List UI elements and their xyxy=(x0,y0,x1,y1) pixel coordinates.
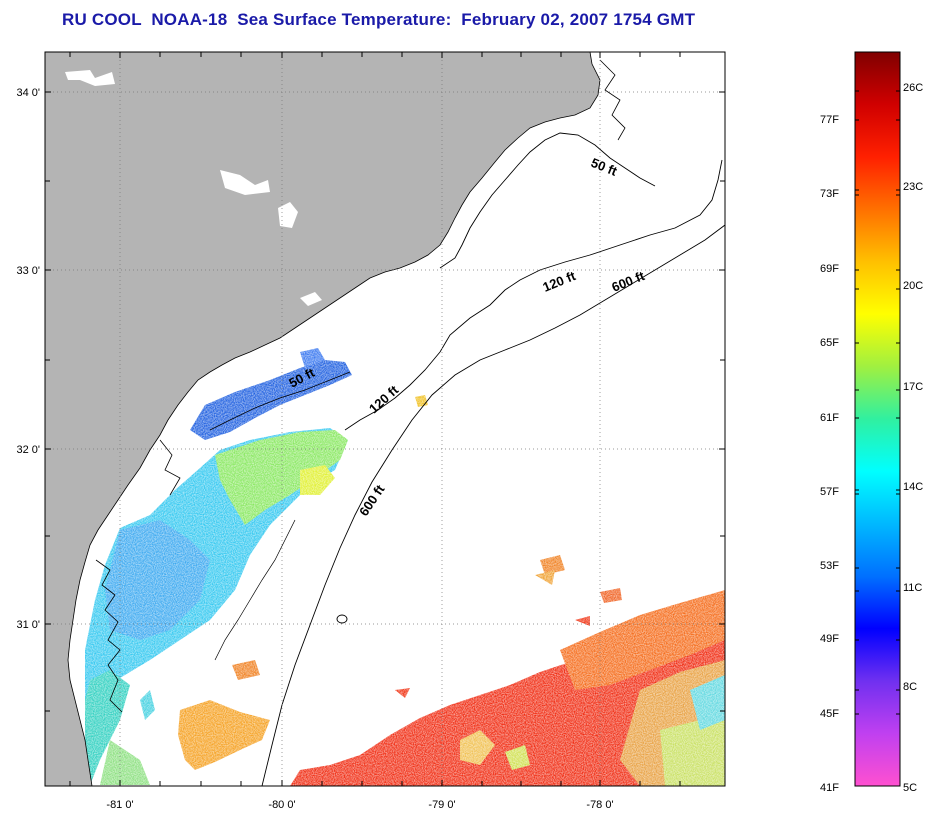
colorbar-label-26c: 26C xyxy=(903,82,923,94)
colorbar-label-45f: 45F xyxy=(820,708,839,720)
colorbar-celsius-labels: 26C 23C 20C 17C 14C 11C 8C 5C xyxy=(903,82,923,794)
lon-label-80: -80 0' xyxy=(268,799,295,811)
colorbar-label-65f: 65F xyxy=(820,337,839,349)
lon-label-81: -81 0' xyxy=(106,799,133,811)
map-frame xyxy=(44,51,726,787)
colorbar-label-49f: 49F xyxy=(820,633,839,645)
colorbar-label-5c: 5C xyxy=(903,782,917,794)
lat-label-32: 32 0' xyxy=(16,444,40,456)
colorbar-label-11c: 11C xyxy=(903,582,922,594)
lon-label-78: -78 0' xyxy=(586,799,613,811)
lat-label-31: 31 0' xyxy=(16,619,40,631)
graticule xyxy=(45,52,725,786)
colorbar-label-53f: 53F xyxy=(820,560,839,572)
land-mass xyxy=(45,52,601,786)
colorbar-label-23c: 23C xyxy=(903,181,923,193)
colorbar-label-17c: 17C xyxy=(903,381,923,393)
colorbar-label-61f: 61F xyxy=(820,412,839,424)
colorbar xyxy=(854,51,901,787)
colorbar-label-20c: 20C xyxy=(903,280,923,292)
lon-label-79: -79 0' xyxy=(428,799,455,811)
lat-label-33: 33 0' xyxy=(16,265,40,277)
colorbar-label-69f: 69F xyxy=(820,263,839,275)
colorbar-label-41f: 41F xyxy=(820,782,839,794)
colorbar-label-77f: 77F xyxy=(820,114,839,126)
map-title: RU COOL NOAA-18 Sea Surface Temperature:… xyxy=(62,10,696,29)
colorbar-fahrenheit-labels: 77F 73F 69F 65F 61F 57F 53F 49F 45F 41F xyxy=(820,114,839,794)
colorbar-label-73f: 73F xyxy=(820,188,839,200)
colorbar-label-14c: 14C xyxy=(903,481,923,493)
colorbar-label-8c: 8C xyxy=(903,681,917,693)
lat-label-34: 34 0' xyxy=(16,87,40,99)
colorbar-label-57f: 57F xyxy=(820,486,839,498)
